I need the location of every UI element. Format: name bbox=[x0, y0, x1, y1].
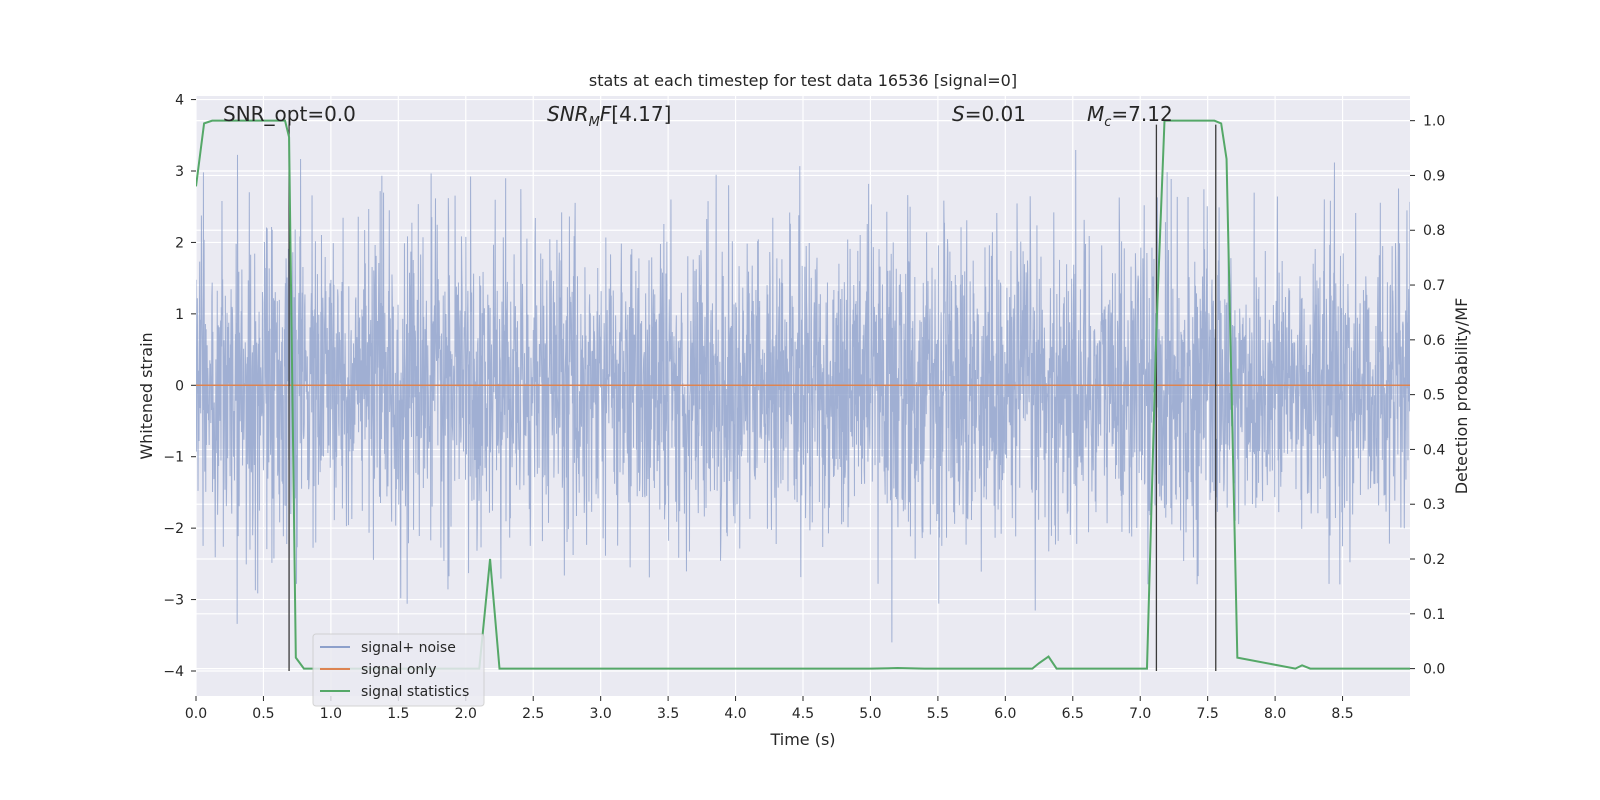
y-left-tick-label: 1 bbox=[175, 307, 184, 323]
y-right-tick-label: 0.0 bbox=[1423, 662, 1445, 678]
x-tick-label: 6.5 bbox=[1062, 706, 1084, 722]
left-y-axis-label: Whitened strain bbox=[137, 332, 156, 459]
x-tick-label: 7.5 bbox=[1197, 706, 1219, 722]
annotation-s: S=0.01 bbox=[952, 102, 1026, 126]
x-axis-label: Time (s) bbox=[769, 730, 835, 749]
x-tick-label: 3.0 bbox=[590, 706, 612, 722]
x-tick-label: 8.0 bbox=[1264, 706, 1286, 722]
x-tick-label: 8.5 bbox=[1331, 706, 1353, 722]
right-y-axis-ticks: 1.0 0.9 0.8 0.7 0.6 0.5 0.4 0.3 0.2 0.1 0.0 bbox=[1410, 114, 1445, 678]
y-right-tick-label: 0.6 bbox=[1423, 333, 1445, 349]
x-tick-label: 5.5 bbox=[927, 706, 949, 722]
right-y-axis-label: Detection probability/MF bbox=[1452, 298, 1471, 495]
y-left-tick-label: −1 bbox=[163, 450, 184, 466]
x-tick-label: 1.5 bbox=[387, 706, 409, 722]
legend-box bbox=[312, 633, 485, 707]
x-tick-label: 5.0 bbox=[859, 706, 881, 722]
legend-label-statistics: signal statistics bbox=[361, 684, 469, 700]
x-tick-label: 1.0 bbox=[320, 706, 342, 722]
legend-label-signal-only: signal only bbox=[361, 662, 436, 678]
y-left-tick-label: −2 bbox=[163, 521, 184, 537]
vertical-markers bbox=[288, 124, 1217, 671]
y-right-tick-label: 0.4 bbox=[1423, 442, 1445, 458]
y-right-tick-label: 0.5 bbox=[1423, 388, 1445, 404]
y-right-tick-label: 0.3 bbox=[1423, 497, 1445, 513]
x-tick-label: 4.0 bbox=[724, 706, 746, 722]
noise-line bbox=[196, 149, 1410, 643]
x-tick-label: 2.5 bbox=[522, 706, 544, 722]
x-tick-label: 6.0 bbox=[994, 706, 1016, 722]
y-left-tick-label: 2 bbox=[175, 235, 184, 251]
left-y-axis-ticks: 4 3 2 1 0 −1 −2 −3 −4 bbox=[163, 93, 196, 680]
y-right-tick-label: 0.8 bbox=[1423, 223, 1445, 239]
x-axis-ticks: 0.0 0.5 1.0 1.5 2.0 2.5 3.0 3.5 4.0 4.5 5.0 5.5 6.0 6… bbox=[185, 696, 1354, 722]
annotation-snr-opt: SNR_opt=0.0 bbox=[223, 102, 356, 126]
legend-label-noise: signal+ noise bbox=[361, 640, 456, 656]
y-right-tick-label: 0.2 bbox=[1423, 552, 1445, 568]
signal-statistics-line bbox=[196, 119, 1410, 670]
y-right-tick-label: 0.1 bbox=[1423, 607, 1445, 623]
x-tick-label: 4.5 bbox=[792, 706, 814, 722]
x-tick-label: 0.5 bbox=[252, 706, 274, 722]
y-left-tick-label: 4 bbox=[175, 93, 184, 109]
y-right-tick-label: 0.7 bbox=[1423, 278, 1445, 294]
signal-statistics-series bbox=[196, 119, 1410, 670]
y-left-tick-label: 3 bbox=[175, 164, 184, 180]
y-left-tick-label: 0 bbox=[175, 378, 184, 394]
y-right-tick-label: 1.0 bbox=[1423, 114, 1445, 130]
signal-plus-noise-series bbox=[196, 149, 1410, 643]
chart-title: stats at each timestep for test data 165… bbox=[589, 71, 1017, 90]
y-right-tick-label: 0.9 bbox=[1423, 168, 1445, 184]
legend: signal+ noise signal only signal statist… bbox=[312, 633, 485, 707]
y-left-tick-label: −3 bbox=[163, 593, 184, 609]
x-tick-label: 0.0 bbox=[185, 706, 207, 722]
annotation-snr-mf: SNRMF[4.17] bbox=[547, 102, 671, 130]
y-left-tick-label: −4 bbox=[163, 664, 184, 680]
annotation-mc: Mc=7.12 bbox=[1087, 102, 1173, 130]
x-tick-label: 3.5 bbox=[657, 706, 679, 722]
x-tick-label: 2.0 bbox=[455, 706, 477, 722]
x-tick-label: 7.0 bbox=[1129, 706, 1151, 722]
